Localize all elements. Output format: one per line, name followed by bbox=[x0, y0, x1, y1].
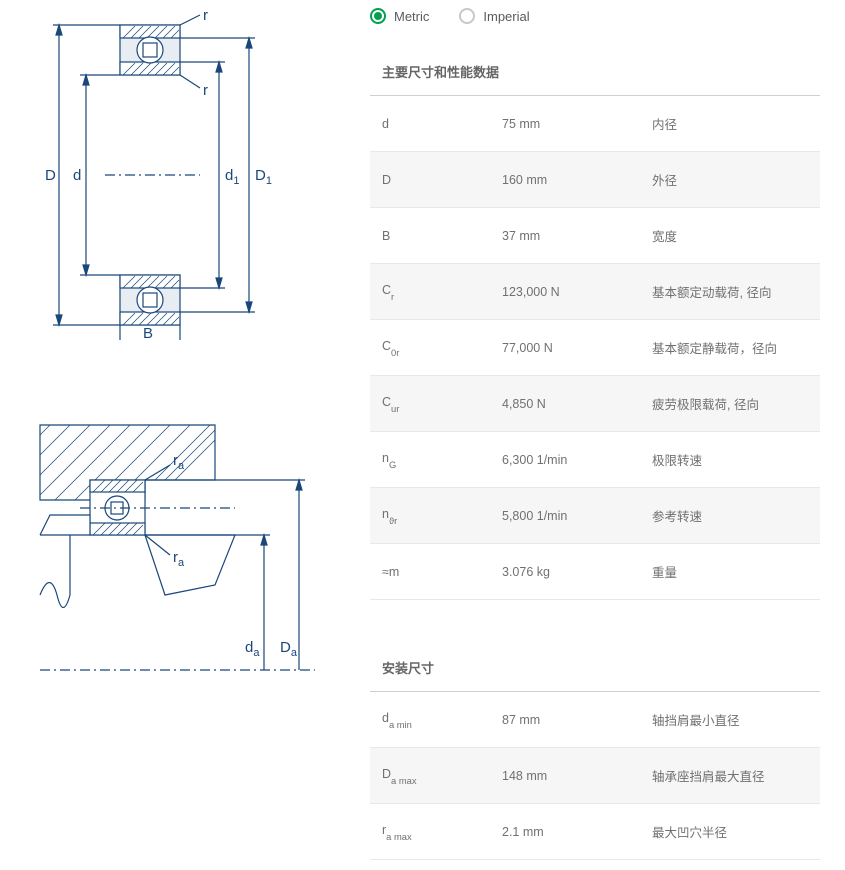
dim-da: da bbox=[245, 639, 260, 659]
spec-row: da min87 mm轴挡肩最小直径 bbox=[370, 692, 820, 748]
radio-imperial-label: Imperial bbox=[483, 9, 529, 24]
radio-metric-label: Metric bbox=[394, 9, 429, 24]
dim-r2: r bbox=[203, 82, 208, 99]
spec-description: 疲劳极限载荷, 径向 bbox=[652, 394, 808, 413]
spec-value: 87 mm bbox=[502, 713, 652, 727]
unit-selector: Metric Imperial bbox=[370, 8, 820, 24]
radio-metric[interactable]: Metric bbox=[370, 8, 429, 24]
spec-row: ≈m3.076 kg重量 bbox=[370, 544, 820, 600]
spec-description: 宽度 bbox=[652, 226, 808, 245]
spec-row: C0r77,000 N基本额定静载荷，径向 bbox=[370, 320, 820, 376]
dim-r1: r bbox=[203, 10, 208, 24]
spec-symbol: Cr bbox=[382, 283, 502, 300]
spec-description: 轴承座挡肩最大直径 bbox=[652, 766, 808, 785]
spec-description: 重量 bbox=[652, 562, 808, 581]
spec-description: 内径 bbox=[652, 114, 808, 133]
spec-value: 37 mm bbox=[502, 229, 652, 243]
spec-symbol: ra max bbox=[382, 823, 502, 840]
radio-icon bbox=[459, 8, 475, 24]
spec-description: 极限转速 bbox=[652, 450, 808, 469]
spec-symbol: d bbox=[382, 117, 502, 131]
spec-table-mounting: da min87 mm轴挡肩最小直径Da max148 mm轴承座挡肩最大直径r… bbox=[370, 692, 820, 860]
spec-value: 77,000 N bbox=[502, 341, 652, 355]
spec-row: Da max148 mm轴承座挡肩最大直径 bbox=[370, 748, 820, 804]
radio-imperial[interactable]: Imperial bbox=[459, 8, 529, 24]
spec-symbol: Cur bbox=[382, 395, 502, 412]
spec-description: 轴挡肩最小直径 bbox=[652, 710, 808, 729]
section-heading-mounting: 安装尺寸 bbox=[370, 650, 820, 692]
spec-row: ra max2.1 mm最大凹穴半径 bbox=[370, 804, 820, 860]
dim-D: D bbox=[45, 167, 56, 184]
spec-value: 3.076 kg bbox=[502, 565, 652, 579]
spec-row: B37 mm宽度 bbox=[370, 208, 820, 264]
spec-value: 75 mm bbox=[502, 117, 652, 131]
spec-symbol: ≈m bbox=[382, 565, 502, 579]
spec-row: Cr123,000 N基本额定动载荷, 径向 bbox=[370, 264, 820, 320]
dim-D1: D1 bbox=[255, 167, 272, 187]
dim-Da: Da bbox=[280, 639, 298, 659]
spec-value: 4,850 N bbox=[502, 397, 652, 411]
bearing-mounting-diagram: ra ra da Da bbox=[35, 420, 340, 680]
spec-description: 外径 bbox=[652, 170, 808, 189]
spec-description: 参考转速 bbox=[652, 506, 808, 525]
bearing-cross-section-diagram: D d d1 D1 B r r bbox=[35, 10, 340, 340]
spec-description: 基本额定动载荷, 径向 bbox=[652, 282, 808, 301]
spec-symbol: C0r bbox=[382, 339, 502, 356]
spec-table-main: d75 mm内径D160 mm外径B37 mm宽度Cr123,000 N基本额定… bbox=[370, 96, 820, 600]
spec-symbol: B bbox=[382, 229, 502, 243]
spec-value: 148 mm bbox=[502, 769, 652, 783]
dim-d1: d1 bbox=[225, 167, 239, 187]
dim-d: d bbox=[73, 167, 81, 184]
spec-value: 6,300 1/min bbox=[502, 453, 652, 467]
radio-icon bbox=[370, 8, 386, 24]
spec-symbol: Da max bbox=[382, 767, 502, 784]
spec-row: Cur4,850 N疲劳极限载荷, 径向 bbox=[370, 376, 820, 432]
spec-row: D160 mm外径 bbox=[370, 152, 820, 208]
spec-value: 123,000 N bbox=[502, 285, 652, 299]
spec-description: 最大凹穴半径 bbox=[652, 822, 808, 841]
spec-row: nG6,300 1/min极限转速 bbox=[370, 432, 820, 488]
spec-value: 5,800 1/min bbox=[502, 509, 652, 523]
spec-symbol: D bbox=[382, 173, 502, 187]
spec-value: 160 mm bbox=[502, 173, 652, 187]
spec-row: d75 mm内径 bbox=[370, 96, 820, 152]
section-heading-main: 主要尺寸和性能数据 bbox=[370, 54, 820, 96]
spec-value: 2.1 mm bbox=[502, 825, 652, 839]
spec-symbol: da min bbox=[382, 711, 502, 728]
dim-B: B bbox=[143, 325, 153, 340]
spec-symbol: nG bbox=[382, 451, 502, 468]
spec-description: 基本额定静载荷，径向 bbox=[652, 338, 808, 357]
spec-symbol: nϑr bbox=[382, 507, 502, 524]
spec-row: nϑr5,800 1/min参考转速 bbox=[370, 488, 820, 544]
